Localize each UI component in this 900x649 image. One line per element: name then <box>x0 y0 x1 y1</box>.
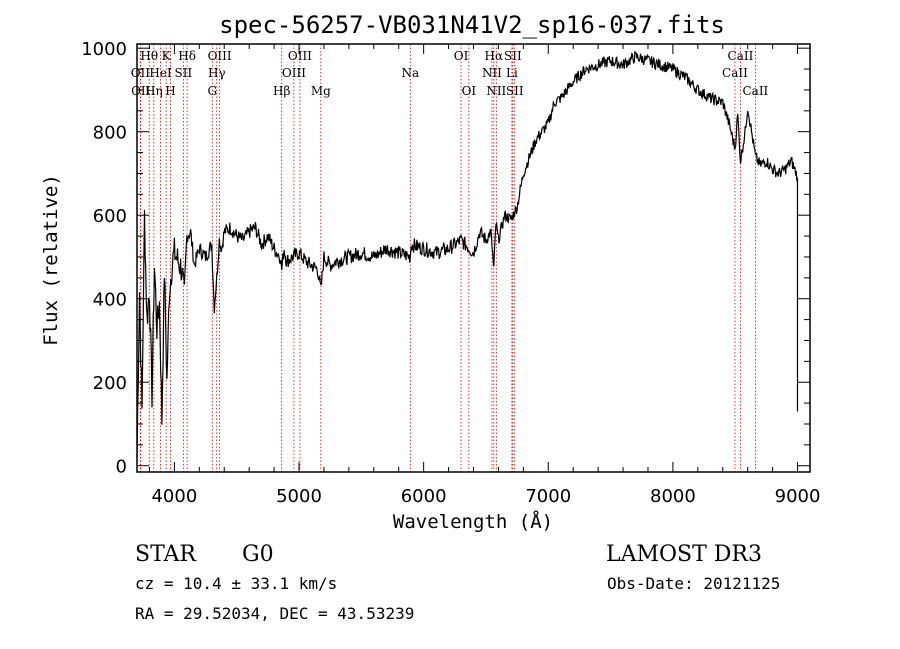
spectrum-line <box>136 51 799 458</box>
x-tick-label: 6000 <box>401 486 447 507</box>
y-tick-label: 1000 <box>81 39 127 60</box>
x-tick-label: 7000 <box>525 486 571 507</box>
emission-line-label: CaII <box>728 49 754 63</box>
emission-line-label: Hα <box>485 49 504 63</box>
emission-line-label: OIII <box>208 49 232 63</box>
emission-line-label: NII <box>482 66 502 80</box>
object-subclass: G0 <box>242 542 274 567</box>
emission-line-label: SII <box>506 84 524 98</box>
object-class: STAR <box>135 542 197 567</box>
x-tick-label: 5000 <box>276 486 322 507</box>
coordinates-readout: RA = 29.52034, DEC = 43.53239 <box>135 604 414 623</box>
emission-line-label: Li <box>506 66 518 80</box>
emission-line-label: Hγ <box>208 66 226 80</box>
survey-name: LAMOST DR3 <box>606 542 762 567</box>
x-tick-label: 4000 <box>151 486 197 507</box>
x-axis-label: Wavelength (Å) <box>393 510 553 533</box>
x-tick-label: 8000 <box>650 486 696 507</box>
emission-line-label: OI <box>462 84 477 98</box>
chart-title: spec-56257-VB031N41V2_sp16-037.fits <box>219 11 725 39</box>
emission-line-label: Na <box>401 66 419 80</box>
emission-line-label: Hδ <box>178 49 196 63</box>
emission-line-label: HeI <box>149 66 172 80</box>
emission-line-label: Hθ <box>140 49 158 63</box>
emission-line-label: K <box>162 49 172 63</box>
emission-line-label: Hβ <box>273 84 290 98</box>
y-axis-label: Flux (relative) <box>40 174 62 346</box>
emission-line-label: OIII <box>288 49 312 63</box>
y-tick-label: 800 <box>93 123 127 144</box>
emission-line-label: H <box>165 84 175 98</box>
axis-ticks-layer: 4000 5000 6000 7000 8000 9000 0 200 400 600 800 100… <box>81 39 820 507</box>
obs-date: Obs-Date: 20121125 <box>607 574 780 593</box>
emission-line-label: CaII <box>742 84 768 98</box>
emission-line-label: SII <box>175 66 193 80</box>
emission-line-label: Hη <box>145 84 163 98</box>
x-tick-label: 9000 <box>775 486 821 507</box>
emission-line-label: OII <box>131 84 151 98</box>
emission-line-label: OI <box>454 49 469 63</box>
emission-line-label: CaII <box>722 66 748 80</box>
y-tick-label: 200 <box>93 373 127 394</box>
plot-frame <box>136 43 811 473</box>
y-tick-label: 0 <box>116 457 127 478</box>
emission-line-label: G <box>207 84 217 98</box>
y-tick-label: 600 <box>93 206 127 227</box>
velocity-readout: cz = 10.4 ± 33.1 km/s <box>135 574 337 593</box>
emission-line-label: NII <box>486 84 506 98</box>
y-tick-label: 400 <box>93 290 127 311</box>
emission-line-label: SII <box>504 49 522 63</box>
emission-line-label: OIII <box>282 66 306 80</box>
emission-line-label: Mg <box>311 84 331 98</box>
